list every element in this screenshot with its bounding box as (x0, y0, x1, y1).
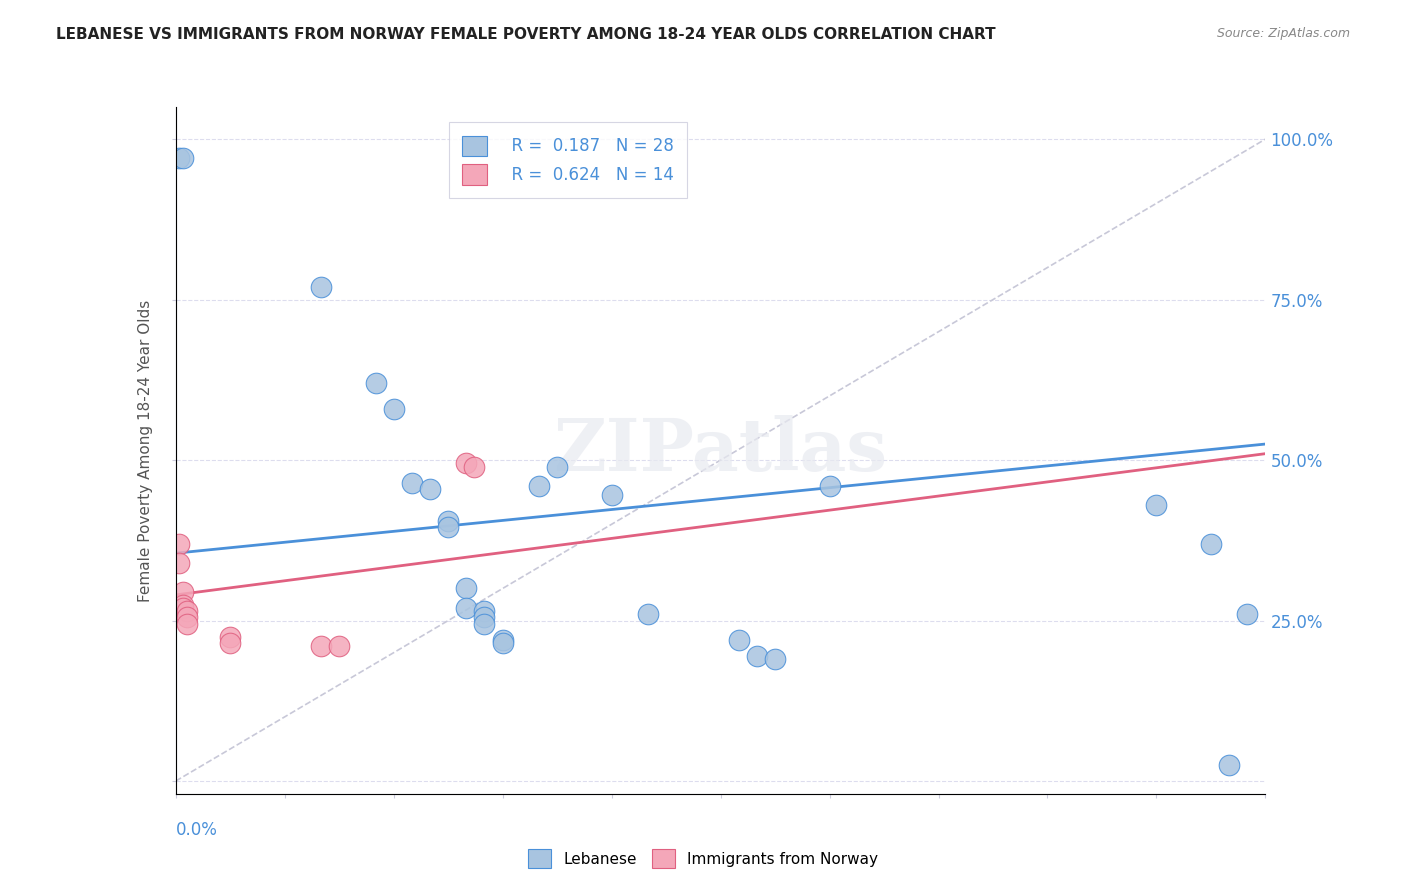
Point (456, 600, 478, 615)
Text: 0.0%: 0.0% (176, 822, 218, 839)
Text: Source: ZipAtlas.com: Source: ZipAtlas.com (1216, 27, 1350, 40)
Point (745, 648, 768, 663)
Point (309, 639, 332, 653)
Point (328, 639, 350, 653)
Point (456, 456, 478, 470)
Point (176, 616, 198, 631)
Point (1236, 607, 1258, 622)
Text: LEBANESE VS IMMIGRANTS FROM NORWAY FEMALE POVERTY AMONG 18-24 YEAR OLDS CORRELAT: LEBANESE VS IMMIGRANTS FROM NORWAY FEMAL… (56, 27, 995, 42)
Point (474, 616, 496, 631)
Point (219, 636, 242, 650)
Point (172, 598, 194, 612)
Point (546, 459, 568, 474)
Text: ZIPatlas: ZIPatlas (554, 415, 887, 486)
Point (818, 479, 841, 493)
Point (309, 279, 332, 293)
Point (176, 610, 198, 624)
Point (169, 152, 191, 166)
Point (437, 514, 460, 528)
Point (492, 636, 515, 650)
Point (1218, 758, 1240, 772)
Point (1199, 536, 1222, 550)
Point (401, 475, 423, 490)
Point (492, 632, 515, 647)
Point (172, 152, 194, 166)
Point (176, 604, 198, 618)
Point (382, 401, 405, 416)
Point (172, 600, 194, 615)
Point (637, 607, 659, 622)
Point (1146, 498, 1168, 512)
Point (172, 584, 194, 599)
Legend: Lebanese, Immigrants from Norway: Lebanese, Immigrants from Norway (520, 841, 886, 875)
Point (219, 630, 242, 644)
Point (727, 632, 749, 647)
Point (600, 488, 623, 502)
Point (364, 376, 387, 390)
Point (463, 459, 485, 474)
Point (419, 482, 441, 496)
Point (456, 582, 478, 596)
Point (763, 652, 786, 666)
Point (169, 556, 191, 570)
Legend:   R =  0.187   N = 28,   R =  0.624   N = 14: R = 0.187 N = 28, R = 0.624 N = 14 (449, 122, 688, 198)
Point (474, 610, 496, 624)
Point (169, 536, 191, 550)
Point (527, 479, 550, 493)
Y-axis label: Female Poverty Among 18-24 Year Olds: Female Poverty Among 18-24 Year Olds (138, 300, 153, 601)
Point (474, 604, 496, 618)
Point (437, 520, 460, 534)
